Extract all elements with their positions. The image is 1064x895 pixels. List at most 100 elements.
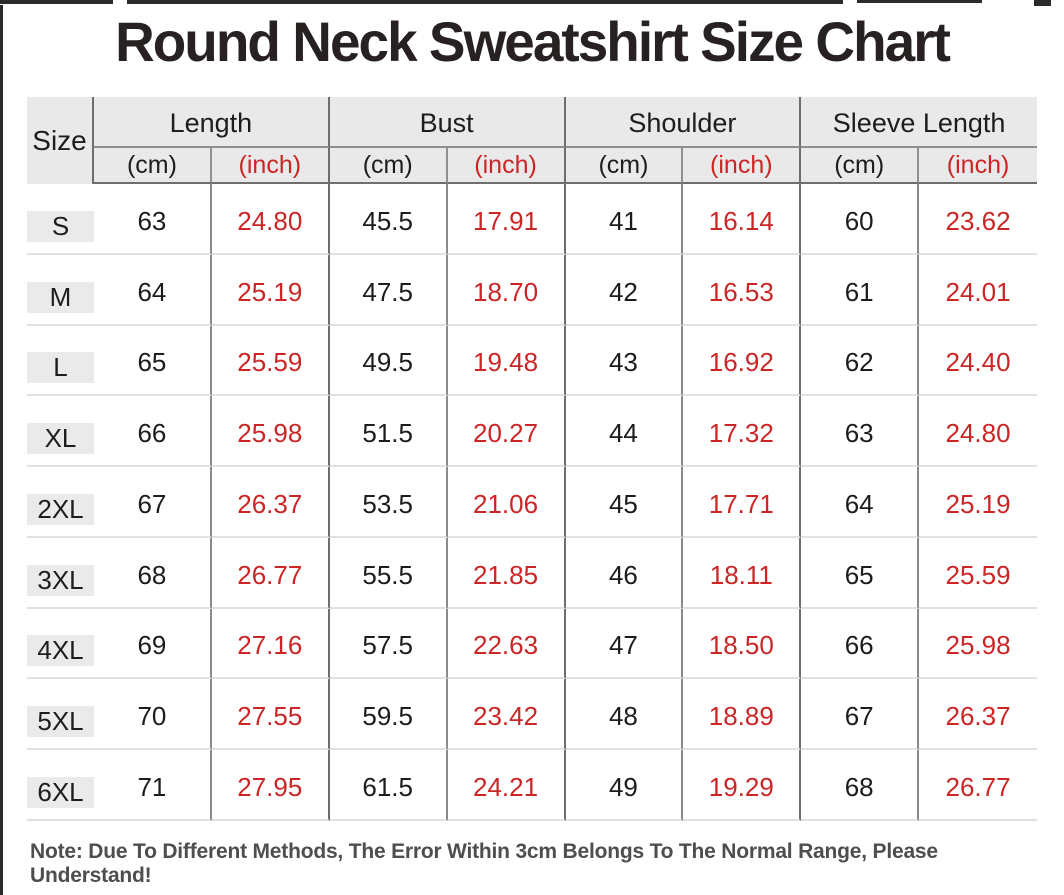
measurement-cell-inch: 25.98 bbox=[919, 609, 1037, 680]
measurement-cell-cm: 63 bbox=[801, 396, 920, 467]
measurement-cell-cm: 59.5 bbox=[329, 679, 448, 750]
measurement-cell-cm: 62 bbox=[801, 325, 920, 397]
measurement-cell-cm: 68 bbox=[94, 537, 212, 609]
size-cell: 3XL bbox=[27, 537, 94, 609]
measurement-cell-inch: 24.21 bbox=[447, 750, 566, 821]
measurement-cell-cm: 41 bbox=[565, 184, 684, 255]
measurement-cell-cm: 69 bbox=[94, 608, 212, 680]
measurement-cell-inch: 16.53 bbox=[683, 254, 802, 326]
measurement-cell-inch: 16.14 bbox=[683, 184, 802, 255]
measurement-cell-cm: 60 bbox=[801, 184, 920, 255]
measurement-cell-cm: 51.5 bbox=[329, 396, 448, 467]
unit-header-cm: (cm) bbox=[94, 148, 212, 184]
measurement-cell-inch: 27.95 bbox=[211, 750, 330, 821]
measurement-cell-inch: 24.80 bbox=[211, 184, 330, 255]
size-cell: 4XL bbox=[27, 608, 94, 680]
measurement-cell-cm: 55.5 bbox=[329, 537, 448, 609]
unit-header-cm: (cm) bbox=[565, 148, 684, 184]
measurement-cell-cm: 48 bbox=[565, 679, 684, 750]
size-cell: XL bbox=[27, 396, 94, 467]
unit-header-inch: (inch) bbox=[447, 148, 566, 184]
size-label: XL bbox=[27, 423, 94, 455]
size-column-header: Size bbox=[27, 97, 94, 184]
measurement-cell-cm: 49.5 bbox=[329, 325, 448, 397]
measurement-cell-inch: 23.62 bbox=[919, 184, 1037, 255]
size-cell: L bbox=[27, 325, 94, 397]
measurement-cell-inch: 26.37 bbox=[919, 679, 1037, 750]
measurement-cell-cm: 64 bbox=[94, 254, 212, 326]
measurement-cell-inch: 26.37 bbox=[211, 467, 330, 538]
measurement-cell-cm: 61 bbox=[801, 254, 920, 326]
measurement-cell-cm: 47 bbox=[565, 608, 684, 680]
measurement-cell-cm: 45.5 bbox=[329, 184, 448, 255]
measurement-cell-inch: 25.59 bbox=[919, 538, 1037, 609]
column-group-bust: Bust bbox=[329, 97, 566, 148]
measurement-cell-inch: 24.40 bbox=[919, 326, 1037, 397]
size-label: L bbox=[27, 352, 94, 384]
size-label: 6XL bbox=[27, 776, 94, 808]
measurement-cell-cm: 70 bbox=[94, 679, 212, 750]
measurement-cell-cm: 65 bbox=[801, 537, 920, 609]
measurement-cell-inch: 25.19 bbox=[919, 467, 1037, 538]
measurement-cell-inch: 17.32 bbox=[683, 396, 802, 467]
measurement-cell-cm: 49 bbox=[565, 750, 684, 821]
measurement-cell-cm: 61.5 bbox=[329, 750, 448, 821]
measurement-cell-inch: 20.27 bbox=[447, 396, 566, 467]
unit-header-inch: (inch) bbox=[211, 148, 330, 184]
measurement-cell-cm: 66 bbox=[94, 396, 212, 467]
photo-edge-top bbox=[857, 0, 982, 3]
measurement-cell-inch: 18.70 bbox=[447, 254, 566, 326]
size-label: 4XL bbox=[27, 635, 94, 667]
measurement-cell-inch: 16.92 bbox=[683, 325, 802, 397]
measurement-cell-inch: 21.85 bbox=[447, 537, 566, 609]
page-title: Round Neck Sweatshirt Size Chart bbox=[115, 10, 951, 73]
measurement-cell-inch: 22.63 bbox=[447, 608, 566, 680]
measurement-cell-inch: 26.77 bbox=[211, 537, 330, 609]
size-cell: 2XL bbox=[27, 467, 94, 538]
measurement-cell-inch: 18.50 bbox=[683, 608, 802, 680]
measurement-cell-inch: 27.55 bbox=[211, 679, 330, 750]
measurement-cell-cm: 42 bbox=[565, 254, 684, 326]
measurement-cell-inch: 25.98 bbox=[211, 396, 330, 467]
measurement-cell-inch: 19.48 bbox=[447, 325, 566, 397]
column-group-shoulder: Shoulder bbox=[565, 97, 802, 148]
measurement-cell-cm: 71 bbox=[94, 750, 212, 821]
measurement-cell-inch: 25.19 bbox=[211, 254, 330, 326]
photo-edge-top bbox=[127, 0, 843, 4]
size-label: 3XL bbox=[27, 564, 94, 596]
size-cell: 5XL bbox=[27, 679, 94, 750]
measurement-cell-cm: 46 bbox=[565, 537, 684, 609]
measurement-cell-inch: 27.16 bbox=[211, 608, 330, 680]
size-label: 5XL bbox=[27, 706, 94, 738]
measurement-cell-inch: 18.89 bbox=[683, 679, 802, 750]
photo-edge-left bbox=[0, 5, 3, 895]
measurement-cell-inch: 18.11 bbox=[683, 537, 802, 609]
measurement-cell-cm: 57.5 bbox=[329, 608, 448, 680]
measurement-cell-cm: 68 bbox=[801, 750, 920, 821]
measurement-cell-cm: 66 bbox=[801, 608, 920, 680]
measurement-cell-cm: 44 bbox=[565, 396, 684, 467]
measurement-cell-cm: 53.5 bbox=[329, 467, 448, 538]
measurement-cell-inch: 21.06 bbox=[447, 467, 566, 538]
measurement-cell-inch: 26.77 bbox=[919, 750, 1037, 821]
unit-header-cm: (cm) bbox=[329, 148, 448, 184]
size-label: 2XL bbox=[27, 493, 94, 525]
column-group-length: Length bbox=[94, 97, 330, 148]
measurement-cell-cm: 63 bbox=[94, 184, 212, 255]
measurement-cell-inch: 17.91 bbox=[447, 184, 566, 255]
measurement-cell-cm: 67 bbox=[801, 679, 920, 750]
measurement-cell-inch: 24.01 bbox=[919, 255, 1037, 326]
measurement-cell-cm: 64 bbox=[801, 467, 920, 538]
measurement-cell-inch: 25.59 bbox=[211, 325, 330, 397]
size-label: S bbox=[27, 210, 94, 242]
unit-header-cm: (cm) bbox=[801, 148, 920, 184]
note-text: Note: Due To Different Methods, The Erro… bbox=[30, 840, 938, 887]
measurement-cell-cm: 45 bbox=[565, 467, 684, 538]
measurement-cell-inch: 24.80 bbox=[919, 396, 1037, 467]
size-label: M bbox=[27, 281, 94, 313]
size-cell: 6XL bbox=[27, 750, 94, 821]
measurement-cell-cm: 67 bbox=[94, 467, 212, 538]
column-group-sleeve-length: Sleeve Length bbox=[801, 97, 1037, 148]
measurement-cell-cm: 47.5 bbox=[329, 254, 448, 326]
